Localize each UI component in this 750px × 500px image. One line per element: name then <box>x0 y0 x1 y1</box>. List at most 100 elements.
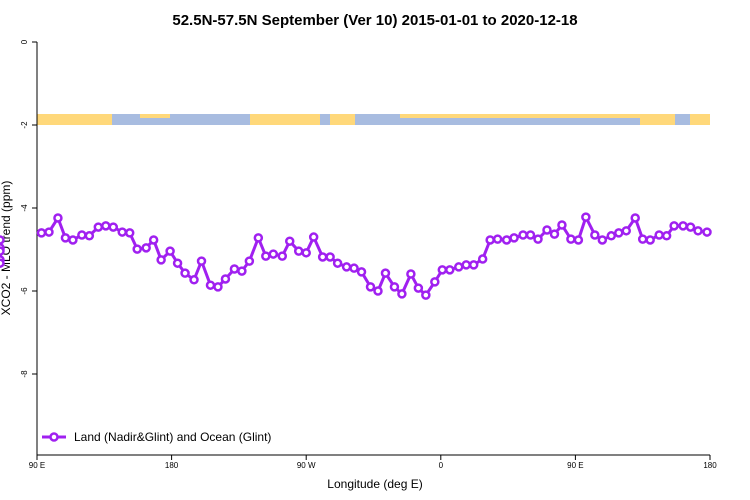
data-point <box>621 226 631 236</box>
land-band <box>400 114 640 118</box>
x-tick-label: 180 <box>165 461 179 470</box>
data-point <box>213 282 223 292</box>
land-band <box>140 114 170 118</box>
data-point <box>661 231 672 241</box>
data-point <box>685 222 696 232</box>
data-point <box>492 234 503 244</box>
data-point <box>132 244 142 254</box>
data-point <box>606 231 617 241</box>
data-point <box>93 222 104 232</box>
data-point <box>430 277 440 287</box>
x-axis-label: Longitude (deg E) <box>327 477 422 491</box>
data-point <box>365 282 376 292</box>
x-tick-label: 0 <box>439 461 444 470</box>
data-point <box>244 256 255 266</box>
data-point <box>108 222 119 232</box>
data-point <box>220 274 231 284</box>
y-tick-label: -8 <box>20 370 29 378</box>
data-point <box>693 226 703 236</box>
x-tick-label: 90 E <box>567 461 583 470</box>
land-band <box>250 114 320 125</box>
data-point <box>124 228 135 238</box>
data-point <box>654 230 664 240</box>
data-point <box>566 234 576 244</box>
data-point <box>284 236 295 246</box>
y-axis-label: XCO2 - MLO trend (ppm) <box>0 181 13 316</box>
data-point <box>141 243 151 253</box>
data-point <box>44 227 54 237</box>
data-point <box>261 251 271 261</box>
x-tick-label: 90 W <box>297 461 316 470</box>
chart-title: 52.5N-57.5N September (Ver 10) 2015-01-0… <box>172 12 577 29</box>
data-point <box>373 286 383 296</box>
data-point <box>678 221 688 231</box>
data-point <box>36 228 47 238</box>
series-line <box>41 213 708 298</box>
data-point <box>84 231 95 241</box>
data-point <box>453 262 464 272</box>
land-band <box>37 114 112 125</box>
land-band <box>690 114 710 125</box>
land-band <box>330 114 355 125</box>
legend-marker <box>49 432 59 442</box>
data-point <box>406 269 416 279</box>
data-point <box>389 282 400 292</box>
data-point <box>172 258 183 268</box>
data-point <box>196 256 207 266</box>
data-point <box>533 234 543 244</box>
data-point <box>468 260 479 270</box>
data-point <box>60 233 71 243</box>
x-tick-label: 90 E <box>29 461 45 470</box>
data-point <box>509 233 519 243</box>
data-point <box>180 268 190 278</box>
data-point <box>669 221 679 231</box>
data-point <box>253 233 264 243</box>
data-point <box>156 255 166 265</box>
data-point <box>101 221 111 231</box>
data-point <box>518 230 528 240</box>
data-point <box>189 275 199 285</box>
data-point <box>637 234 648 244</box>
data-point <box>349 263 359 273</box>
data-point <box>68 235 78 245</box>
land-band <box>640 114 675 125</box>
data-point <box>277 251 288 261</box>
data-point <box>356 267 367 277</box>
data-point <box>308 232 319 242</box>
data-point <box>421 290 431 300</box>
data-point <box>477 254 488 264</box>
data-point <box>573 235 584 245</box>
data-point <box>293 246 304 256</box>
data-point <box>549 229 560 239</box>
data-point <box>237 266 247 276</box>
y-tick-label: -6 <box>20 287 29 295</box>
y-tick-label: -4 <box>20 204 29 212</box>
data-point <box>117 227 127 237</box>
data-point <box>445 265 455 275</box>
data-point <box>542 225 552 235</box>
data-point <box>397 289 407 299</box>
data-point <box>645 235 655 245</box>
y-tick-label: 0 <box>20 39 29 44</box>
data-point <box>0 235 5 245</box>
data-point <box>0 246 5 256</box>
data-point <box>380 268 391 278</box>
data-point <box>525 230 536 240</box>
data-point <box>148 235 159 245</box>
data-point <box>702 227 712 237</box>
data-point <box>0 258 5 268</box>
data-point <box>332 258 343 268</box>
data-point <box>590 230 600 240</box>
data-point <box>485 235 495 245</box>
data-point <box>581 212 591 222</box>
data-point <box>301 248 311 258</box>
ocean-band <box>37 114 710 125</box>
data-point <box>630 213 640 223</box>
data-point <box>437 265 448 275</box>
legend-label: Land (Nadir&Glint) and Ocean (Glint) <box>74 430 271 444</box>
data-point <box>614 228 624 238</box>
data-point <box>205 280 216 290</box>
y-tick-label: -2 <box>20 121 29 129</box>
